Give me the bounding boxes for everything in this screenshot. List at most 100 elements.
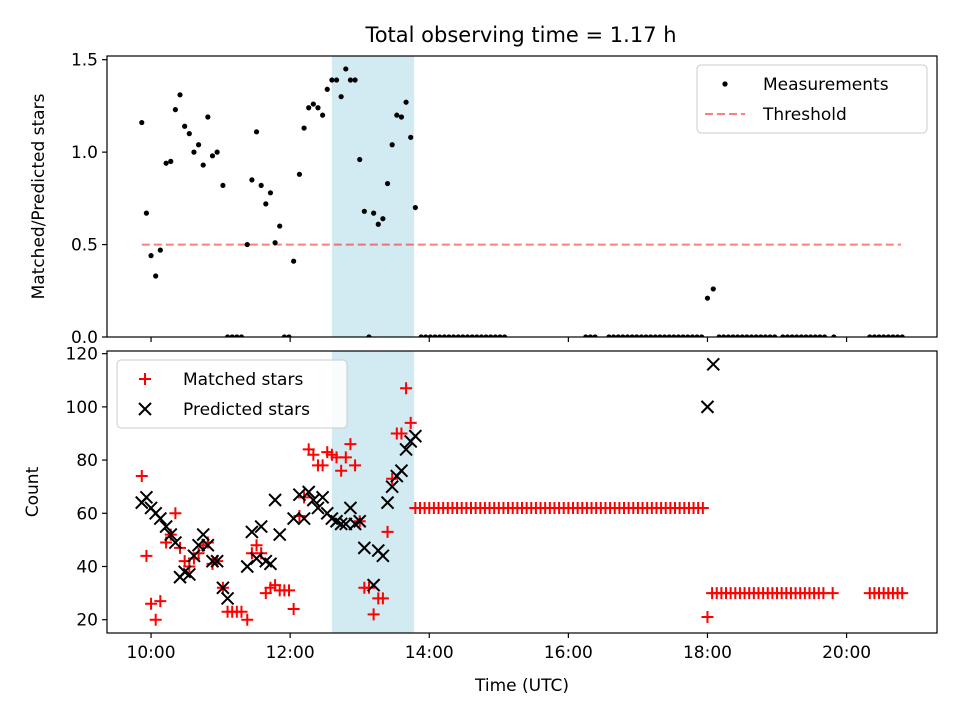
measurement-point	[808, 334, 814, 337]
y-tick-label: 20	[76, 611, 98, 631]
matched-star-point	[381, 525, 394, 538]
y-axis-label: Count	[23, 466, 43, 517]
measurement-point	[643, 334, 649, 337]
measurement-point	[899, 334, 905, 337]
predicted-star-point	[700, 400, 715, 414]
measurement-point	[610, 334, 617, 337]
y-tick-label: 60	[76, 504, 98, 524]
measurement-point	[418, 334, 424, 337]
measurement-point	[224, 334, 231, 337]
measurement-point	[296, 171, 303, 177]
measurement-point	[478, 334, 485, 337]
matched-star-point	[316, 459, 329, 472]
measurement-point	[890, 334, 896, 337]
y-tick-label: 40	[76, 557, 98, 577]
measurement-point	[876, 334, 882, 337]
measurement-point	[423, 334, 429, 337]
measurement-point	[281, 334, 287, 337]
matched-star-point	[344, 438, 357, 451]
measurement-point	[446, 334, 452, 337]
bottom-panel-counts: 20 40 60 80 100 120 10:00 12:00 14:00 16:00 18:00 2…	[23, 345, 938, 696]
data-layer	[135, 357, 909, 626]
y-tick-label: 0.5	[71, 236, 98, 256]
predicted-star-point	[245, 525, 259, 539]
predicted-star-point	[357, 541, 372, 555]
measurement-point	[403, 99, 409, 105]
measurement-point	[704, 295, 711, 301]
legend-marker-plus	[139, 373, 151, 385]
measurement-point	[716, 334, 722, 337]
measurement-point	[263, 201, 269, 207]
measurement-point	[427, 334, 434, 337]
matched-star-point	[404, 416, 417, 429]
legend-label: Matched stars	[183, 370, 303, 390]
measurement-point	[492, 334, 498, 337]
measurement-point	[661, 334, 668, 337]
measurement-point	[455, 334, 461, 337]
measurement-point	[244, 241, 250, 248]
predicted-star-point	[216, 581, 230, 595]
legend-box	[116, 359, 348, 429]
measurement-point	[753, 334, 759, 337]
predicted-star-point	[196, 527, 210, 542]
predicted-star-point	[286, 511, 301, 526]
matched-star-point	[235, 605, 248, 618]
measurement-point	[629, 334, 635, 337]
measurement-point	[460, 334, 466, 337]
predicted-star-point	[301, 485, 316, 499]
matched-star-point	[154, 595, 167, 608]
measurement-point	[220, 182, 226, 189]
measurement-point	[272, 240, 278, 246]
predicted-star-point	[706, 357, 720, 372]
legend-label: Predicted stars	[183, 400, 310, 420]
y-tick-label: 80	[76, 451, 98, 471]
measurement-point	[157, 247, 163, 253]
matched-star-point	[386, 472, 399, 485]
chart-title: Total observing time = 1.17 h	[364, 23, 676, 47]
predicted-star-point	[273, 527, 287, 542]
legend-marker-dot	[722, 81, 728, 87]
predicted-star-point	[187, 549, 201, 563]
measurement-point	[306, 105, 312, 111]
measurement-point	[497, 334, 503, 337]
predicted-star-point	[220, 591, 235, 606]
matched-star-point	[896, 587, 909, 600]
measurement-point	[384, 180, 391, 187]
measurement-point	[277, 223, 283, 229]
measurement-point	[881, 334, 887, 337]
predicted-star-point	[385, 479, 399, 494]
measurement-point	[812, 334, 818, 337]
measurement-point	[606, 334, 612, 337]
matched-star-point	[307, 448, 320, 461]
predicted-star-point	[399, 442, 413, 457]
matched-star-point	[696, 501, 709, 514]
measurement-point	[483, 334, 489, 337]
matched-star-point	[367, 608, 380, 621]
data-layer	[139, 66, 905, 337]
measurement-point	[139, 119, 145, 126]
measurement-point	[412, 204, 418, 211]
predicted-star-point	[159, 519, 173, 534]
matched-star-point	[826, 587, 839, 600]
matched-star-point	[349, 459, 362, 472]
axes-frame	[106, 350, 938, 634]
measurement-point	[767, 334, 773, 337]
measurement-point	[758, 334, 764, 337]
x-tick-label: 16:00	[544, 643, 593, 663]
measurement-point	[338, 94, 344, 100]
predicted-star-point	[376, 549, 390, 563]
predicted-star-point	[366, 578, 381, 592]
measurement-point	[798, 334, 804, 337]
matched-star-point	[376, 592, 389, 605]
measurement-point	[680, 334, 686, 337]
matched-star-point	[241, 613, 254, 626]
predicted-star-point	[139, 490, 154, 505]
predicted-star-point	[182, 567, 197, 582]
measurement-point	[310, 101, 316, 107]
measurement-point	[143, 210, 150, 216]
predicted-star-point	[153, 511, 168, 526]
x-tick-label: 20:00	[822, 643, 871, 663]
measurement-point	[343, 66, 349, 72]
y-tick-label: 0.0	[71, 328, 98, 348]
predicted-star-point	[268, 493, 282, 507]
